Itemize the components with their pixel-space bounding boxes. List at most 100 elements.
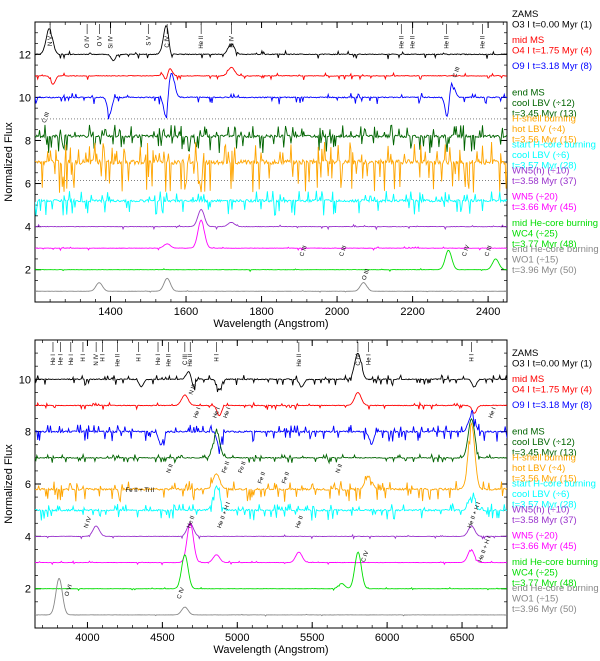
- inline-line-label-0: N III: [189, 383, 199, 396]
- series-label-6-line-1: t=3.58 Myr (37): [512, 176, 577, 187]
- inline-line-label-2: He I: [213, 407, 223, 420]
- series-label-3-line-0: end MS: [512, 87, 545, 98]
- series-label-7-line-1: t=3.66 Myr (45): [512, 541, 577, 552]
- spectrum-line-4: [35, 422, 507, 503]
- line-id-label-9: He II: [411, 36, 417, 49]
- x-tick-label-3: 5500: [300, 632, 324, 644]
- inline-line-label-5: C III: [484, 245, 494, 258]
- series-label-7-line-1: t=3.66 Myr (45): [512, 202, 577, 213]
- line-id-label-5: H I: [100, 354, 106, 362]
- series-label-0-line-0: ZAMS: [512, 348, 538, 359]
- x-tick-label-5: 6500: [450, 632, 474, 644]
- y-tick-label-1: 4: [25, 222, 31, 234]
- spectrum-line-9: [35, 277, 507, 293]
- series-label-9-line-2: t=3.96 Myr (50): [512, 265, 577, 276]
- y-tick-label-4: 10: [19, 92, 31, 104]
- spectrum-line-3: [35, 124, 507, 153]
- plot-frame: [34, 339, 508, 629]
- series-label-4-line-1: hot LBV (÷4): [512, 463, 565, 474]
- series-label-7-line-0: WN5 (÷20): [512, 531, 558, 542]
- inline-line-label-1: C III: [452, 66, 462, 79]
- spectrum-line-3: [35, 417, 507, 465]
- spectra-group: [35, 25, 507, 293]
- series-label-8-line-0: mid He-core burning: [512, 218, 598, 229]
- line-id-label-16: H I: [469, 354, 475, 362]
- inline-line-label-17: He II + H I: [478, 535, 493, 563]
- y-tick-label-3: 8: [25, 135, 31, 147]
- series-label-9-line-1: WO1 (÷15): [512, 254, 558, 265]
- series-label-5-line-1: cool LBV (÷6): [512, 489, 570, 500]
- inline-line-label-12: He II: [186, 515, 196, 529]
- inline-line-label-1: He I: [193, 407, 203, 420]
- line-id-label-9: He II: [167, 354, 173, 367]
- inline-line-label-3: C III: [339, 245, 349, 258]
- inline-line-label-5: N II: [166, 463, 175, 474]
- series-label-3-line-2: t=3.45 Myr (13): [512, 447, 577, 458]
- spectra-group: [35, 352, 507, 617]
- line-id-label-6: He II: [199, 36, 205, 49]
- line-id-label-8: He I: [156, 354, 162, 365]
- x-tick-label-0: 1400: [98, 306, 122, 318]
- line-id-label-11: He II: [188, 354, 194, 367]
- series-label-1-line-0: mid MS: [512, 35, 544, 46]
- inline-line-label-10: N II: [335, 463, 344, 474]
- line-id-label-2: He I: [69, 354, 75, 365]
- spectrum-line-8: [35, 551, 507, 592]
- series-label-6-line-1: t=3.58 Myr (37): [512, 515, 577, 526]
- spectrum-line-6: [35, 208, 507, 231]
- series-label-7-line-0: WN5 (÷20): [512, 192, 558, 203]
- y-tick-label-0: 2: [25, 584, 31, 596]
- inline-line-label-16: C IV: [361, 550, 371, 563]
- line-id-label-0: N V: [48, 36, 54, 46]
- inline-line-label-13: He II + H I: [217, 501, 232, 529]
- line-id-label-7: N IV: [229, 36, 235, 48]
- series-label-2-line-0: O9 I t=3.18 Myr (8): [512, 61, 592, 72]
- series-label-3-line-0: end MS: [512, 426, 545, 437]
- inline-line-label-6: O III: [362, 268, 372, 281]
- line-id-label-11: He II: [480, 36, 486, 49]
- inline-line-label-8: Fe II: [258, 471, 268, 485]
- series-label-4-line-2: t=3.56 Myr (15): [512, 134, 577, 145]
- inline-line-label-14: He II: [295, 515, 305, 529]
- y-tick-label-2: 6: [25, 479, 31, 491]
- x-tick-label-0: 4000: [75, 632, 99, 644]
- centered-line-label-0: Fe II + Ti II: [126, 488, 155, 494]
- line-id-label-14: C IV: [356, 354, 362, 366]
- inline-line-label-19: O VI: [64, 584, 74, 598]
- x-tick-label-1: 1600: [174, 306, 198, 318]
- series-label-9-line-0: end He-core burning: [512, 583, 599, 594]
- series-label-4-line-2: t=3.56 Myr (15): [512, 473, 577, 484]
- x-axis-label: Wavelength (Angstrom): [213, 318, 328, 330]
- y-tick-label-1: 4: [25, 531, 31, 543]
- y-tick-label-2: 6: [25, 179, 31, 191]
- x-tick-label-3: 2000: [325, 306, 349, 318]
- series-label-1-line-1: O4 I t=1.75 Myr (4): [512, 46, 592, 57]
- spectrum-line-2: [35, 410, 507, 455]
- y-tick-label-4: 10: [19, 374, 31, 386]
- spectrum-line-1: [35, 391, 507, 417]
- inline-line-label-0: C III: [42, 111, 52, 124]
- spectrum-line-5: [35, 190, 507, 216]
- spectrum-line-8: [35, 249, 507, 273]
- x-axis-label: Wavelength (Angstrom): [213, 644, 328, 656]
- line-id-label-12: H I: [214, 354, 220, 362]
- x-tick-label-1: 4500: [150, 632, 174, 644]
- line-id-label-0: He I: [51, 354, 57, 365]
- series-label-9-line-0: end He-core burning: [512, 244, 599, 255]
- spectrum-line-9: [35, 578, 507, 617]
- inline-line-label-11: N IV: [84, 516, 94, 529]
- line-id-label-1: O IV: [85, 36, 91, 48]
- spectrum-line-0: [35, 25, 507, 62]
- y-axis-label: Normalized Flux: [3, 122, 15, 202]
- line-id-label-13: He II: [297, 354, 303, 367]
- series-label-0-line-0: ZAMS: [512, 9, 538, 20]
- series-label-3-line-2: t=3.45 Myr (13): [512, 108, 577, 119]
- series-label-2-line-0: O9 I t=3.18 Myr (8): [512, 400, 592, 411]
- y-axis-label: Normalized Flux: [3, 444, 15, 524]
- spectrum-line-2: [35, 73, 507, 120]
- line-id-label-8: He II: [399, 36, 405, 49]
- y-tick-label-5: 12: [19, 49, 31, 61]
- series-label-5-line-0: start H-core burning: [512, 140, 596, 151]
- line-id-label-6: He II: [115, 354, 121, 367]
